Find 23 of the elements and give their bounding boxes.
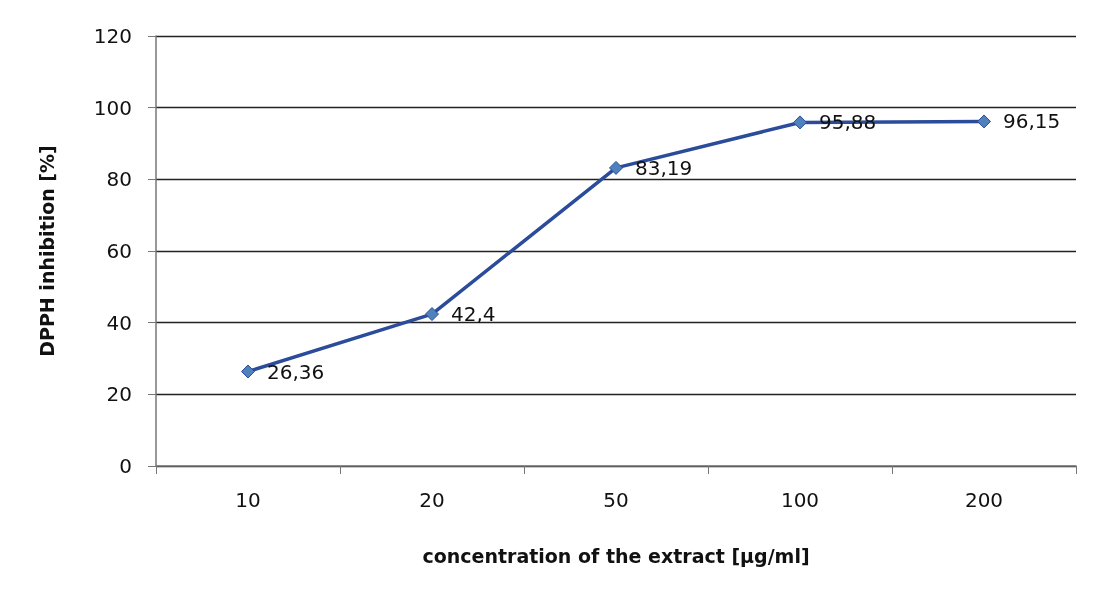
x-tick-label: 200 [964, 488, 1004, 512]
point [241, 364, 255, 379]
y-tick-label: 120 [93, 24, 132, 48]
point [793, 115, 807, 130]
y-tick-label: 80 [106, 167, 132, 192]
data-label: 26,36 [267, 359, 325, 384]
y-tick-label: 100 [93, 95, 132, 120]
x-tick-label: 100 [780, 488, 820, 512]
data-label: 83,19 [635, 155, 693, 180]
y-axis-title: DPPH inhibition [%] [35, 145, 58, 357]
y-tick-label: 20 [106, 382, 132, 407]
y-tick-label: 0 [119, 454, 132, 478]
point [609, 160, 623, 175]
x-axis-title: concentration of the extract [µg/ml] [422, 544, 810, 567]
x-tick-label: 10 [235, 488, 261, 512]
data-label: 42,4 [451, 302, 496, 327]
point [977, 114, 991, 129]
x-tick-label: 50 [603, 488, 629, 512]
y-tick-label: 40 [106, 310, 132, 335]
x-tick-label: 20 [419, 488, 445, 512]
y-tick-label: 60 [106, 239, 132, 263]
point [425, 307, 439, 322]
data-label: 96,15 [1003, 109, 1061, 134]
